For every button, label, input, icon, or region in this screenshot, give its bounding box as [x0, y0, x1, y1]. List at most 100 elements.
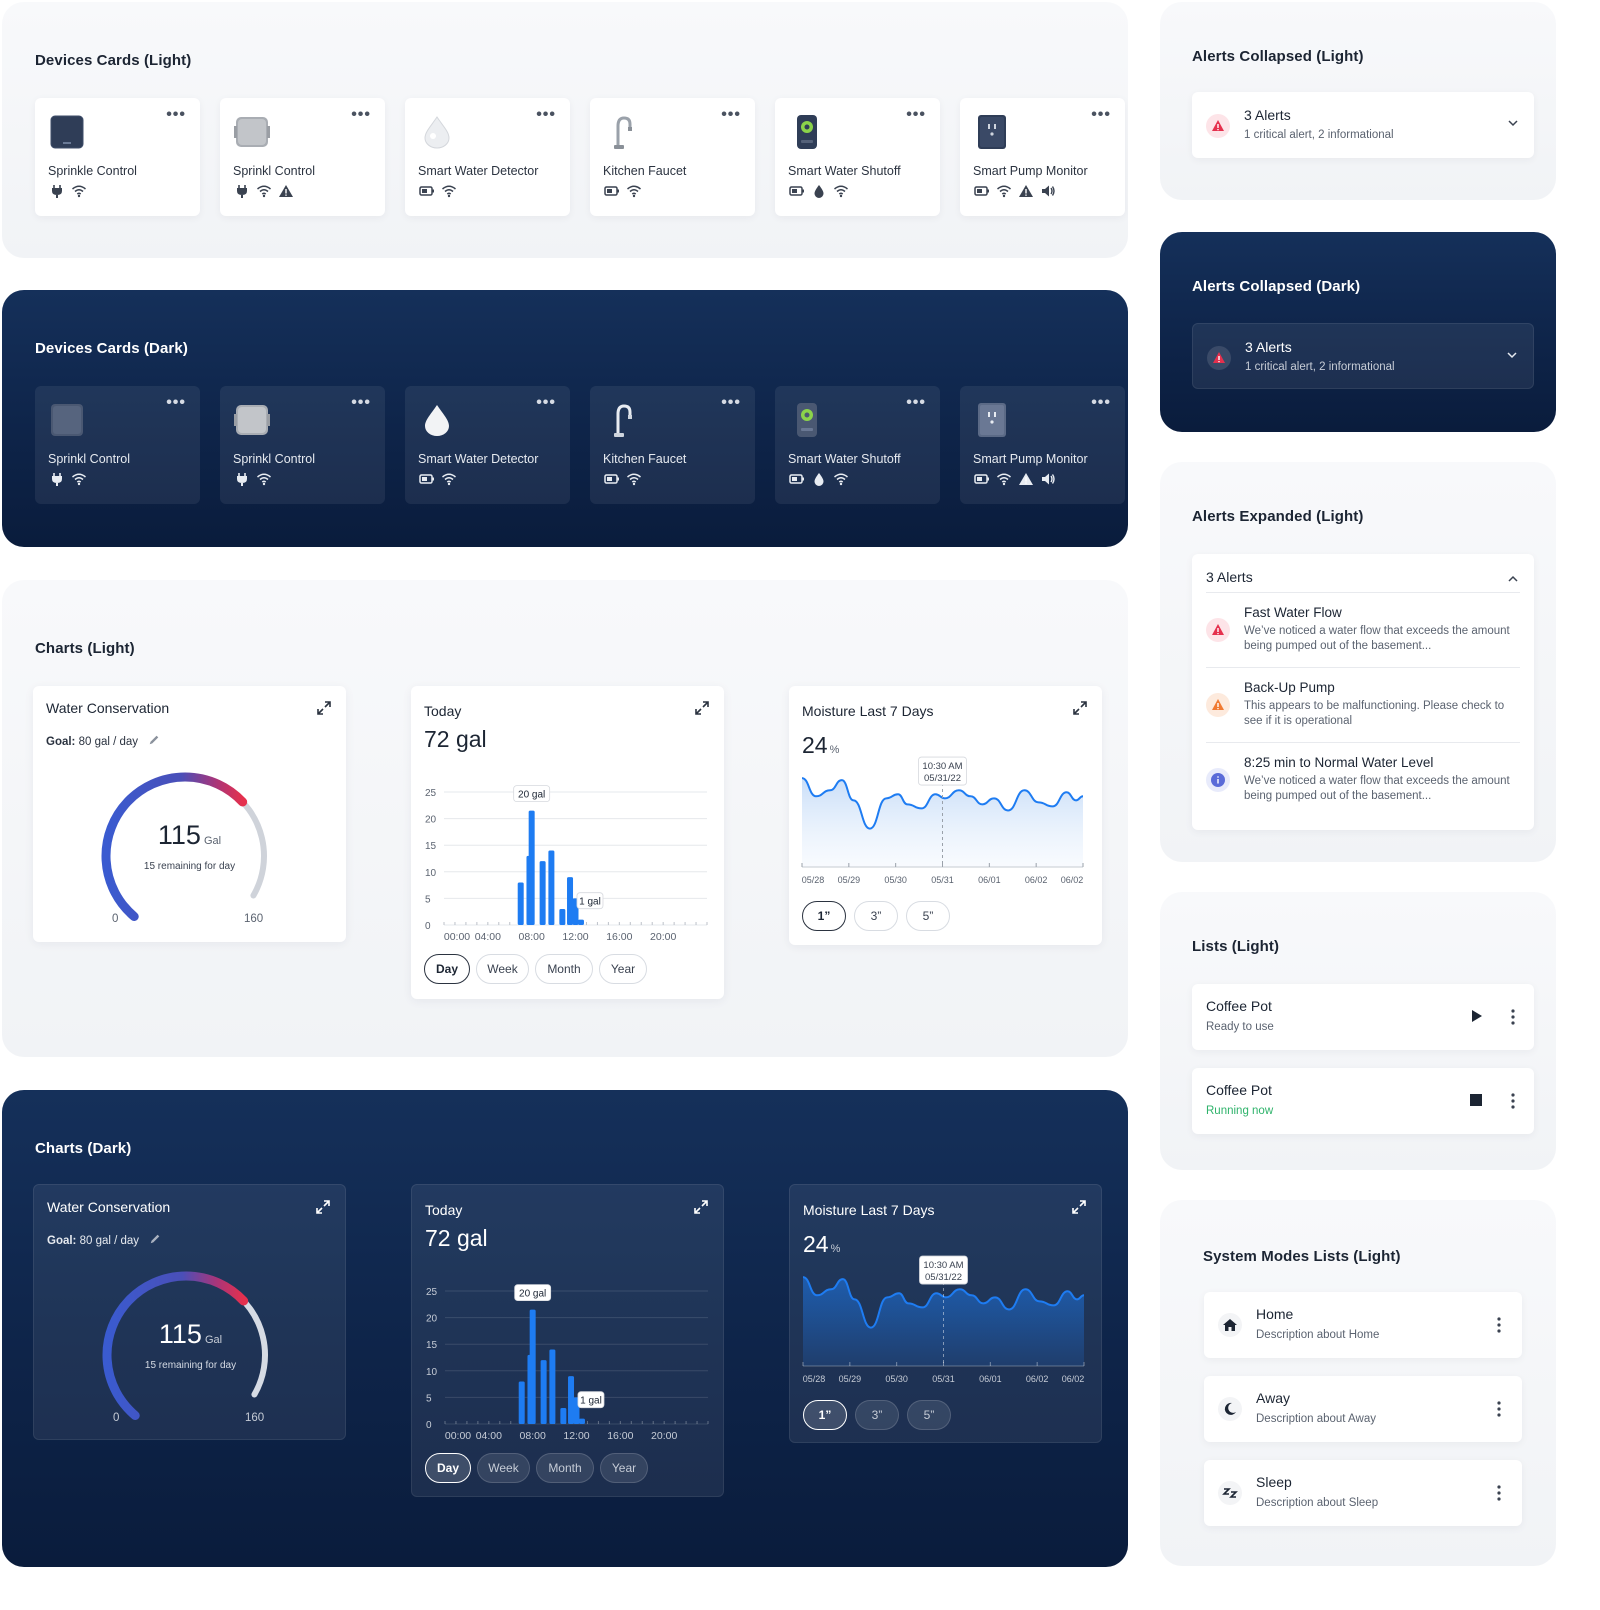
info-icon: [1206, 768, 1230, 792]
device-card[interactable]: ••• Kitchen Faucet: [590, 98, 755, 216]
bar: [539, 861, 546, 925]
device-status-icons: [974, 183, 1056, 199]
more-horizontal-icon[interactable]: •••: [906, 394, 926, 411]
chart-title: Water Conservation: [46, 700, 170, 716]
device-card[interactable]: ••• Sprinkl Control: [220, 98, 385, 216]
expand-icon[interactable]: [693, 1199, 709, 1215]
chart-title: Today: [425, 1202, 463, 1218]
alerts-collapsed-card[interactable]: 3 Alerts 1 critical alert, 2 information…: [1192, 92, 1534, 158]
today-usage-card: 0 5 10 15 20 25 00:00 04:00 08:00 12:00 16:00 20:00…: [411, 686, 724, 999]
more-horizontal-icon[interactable]: •••: [166, 106, 186, 123]
wifi-icon: [257, 473, 271, 486]
device-card[interactable]: ••• Smart Water Detector: [405, 386, 570, 504]
tab-year[interactable]: Year: [600, 1453, 648, 1483]
device-name: Smart Water Shutoff: [788, 164, 901, 178]
device-card-row: ••• Sprinkl Control ••• Sprinkl Control ••• S…: [35, 386, 1125, 504]
device-card[interactable]: ••• Smart Water Detector: [405, 98, 570, 216]
more-vertical-icon[interactable]: [1510, 1008, 1516, 1026]
stop-icon[interactable]: [1468, 1092, 1484, 1108]
data-label: 20 gal: [518, 790, 545, 801]
sprinkler-controller-dark-icon: [51, 404, 83, 436]
chevron-up-icon[interactable]: [1506, 572, 1520, 586]
play-icon[interactable]: [1468, 1008, 1484, 1024]
more-horizontal-icon[interactable]: •••: [351, 106, 371, 123]
more-horizontal-icon[interactable]: •••: [1091, 394, 1111, 411]
x-tick-label: 00:00: [444, 931, 470, 943]
tab-month[interactable]: Month: [536, 1453, 594, 1483]
mode-item-sleep[interactable]: Sleep Description about Sleep: [1204, 1460, 1522, 1526]
list-item[interactable]: Coffee Pot Ready to use: [1192, 984, 1534, 1050]
edit-icon[interactable]: [148, 734, 160, 746]
critical-alert-icon: [1207, 346, 1231, 370]
tab-week[interactable]: Week: [476, 954, 529, 984]
sprinkler-controller-gray-icon: [234, 117, 270, 147]
more-horizontal-icon[interactable]: •••: [166, 394, 186, 411]
device-card[interactable]: ••• Sprinkle Control: [35, 98, 200, 216]
tab-depth-5[interactable]: 5”: [907, 1400, 951, 1430]
device-card[interactable]: ••• Smart Pump Monitor: [960, 98, 1125, 216]
warning-icon: [279, 185, 293, 197]
device-card[interactable]: ••• Sprinkl Control: [35, 386, 200, 504]
mode-item-home[interactable]: Home Description about Home: [1204, 1292, 1522, 1358]
chevron-down-icon[interactable]: [1505, 348, 1519, 362]
alert-item[interactable]: Back-Up Pump This appears to be malfuncti…: [1206, 667, 1520, 743]
device-card[interactable]: ••• Smart Pump Monitor: [960, 386, 1125, 504]
tab-month[interactable]: Month: [535, 954, 593, 984]
more-vertical-icon[interactable]: [1496, 1400, 1502, 1418]
tab-day[interactable]: Day: [425, 1453, 471, 1483]
device-card[interactable]: ••• Smart Water Shutoff: [775, 98, 940, 216]
y-tick-label: 0: [425, 921, 431, 932]
edit-icon[interactable]: [149, 1233, 161, 1245]
alert-item[interactable]: Fast Water Flow We’ve noticed a water flo…: [1206, 592, 1520, 668]
x-tick-label: 06/01: [978, 875, 1001, 885]
bar: [549, 1349, 556, 1424]
tab-depth-3[interactable]: 3”: [854, 901, 898, 931]
wifi-icon: [442, 473, 456, 486]
alert-description: This appears to be malfunctioning. Pleas…: [1244, 700, 1505, 727]
more-vertical-icon[interactable]: [1510, 1092, 1516, 1110]
more-horizontal-icon[interactable]: •••: [351, 394, 371, 411]
y-tick-label: 20: [425, 815, 437, 826]
device-card[interactable]: ••• Sprinkl Control: [220, 386, 385, 504]
tab-depth-5[interactable]: 5”: [906, 901, 950, 931]
device-card[interactable]: ••• Kitchen Faucet: [590, 386, 755, 504]
gauge-number: 115: [157, 820, 201, 850]
sleep-icon: [1218, 1481, 1242, 1505]
alert-item[interactable]: 8:25 min to Normal Water Level We’ve noti…: [1206, 742, 1520, 818]
list-item[interactable]: Coffee Pot Running now: [1192, 1068, 1534, 1134]
gauge-min-label: 0: [112, 913, 119, 925]
sprinkler-controller-dark-icon: [50, 115, 84, 149]
more-horizontal-icon[interactable]: •••: [721, 394, 741, 411]
tab-depth-1[interactable]: 1”: [803, 1400, 847, 1430]
device-status-icons: [789, 183, 849, 199]
chevron-down-icon[interactable]: [1506, 116, 1520, 130]
more-vertical-icon[interactable]: [1496, 1316, 1502, 1334]
more-horizontal-icon[interactable]: •••: [906, 106, 926, 123]
mode-item-away[interactable]: Away Description about Away: [1204, 1376, 1522, 1442]
more-horizontal-icon[interactable]: •••: [721, 106, 741, 123]
expand-icon[interactable]: [1072, 700, 1088, 716]
expand-icon[interactable]: [315, 1199, 331, 1215]
tab-year[interactable]: Year: [599, 954, 647, 984]
tab-depth-1[interactable]: 1”: [802, 901, 846, 931]
water-drop-sensor-icon: [424, 116, 450, 149]
y-tick-label: 20: [426, 1314, 438, 1325]
more-horizontal-icon[interactable]: •••: [536, 394, 556, 411]
tooltip-date: 05/31/22: [925, 1272, 962, 1283]
tab-depth-3[interactable]: 3”: [855, 1400, 899, 1430]
expand-icon[interactable]: [694, 700, 710, 716]
more-horizontal-icon[interactable]: •••: [536, 106, 556, 123]
plug-icon: [237, 185, 247, 198]
more-vertical-icon[interactable]: [1496, 1484, 1502, 1502]
bar: [577, 919, 584, 925]
tab-day[interactable]: Day: [424, 954, 470, 984]
x-tick-label: 05/30: [885, 1374, 908, 1384]
expand-icon[interactable]: [316, 700, 332, 716]
device-card[interactable]: ••• Smart Water Shutoff: [775, 386, 940, 504]
chart-title: Water Conservation: [47, 1199, 171, 1215]
more-horizontal-icon[interactable]: •••: [1091, 106, 1111, 123]
alerts-collapsed-card[interactable]: 3 Alerts 1 critical alert, 2 information…: [1192, 323, 1534, 389]
tab-week[interactable]: Week: [477, 1453, 530, 1483]
battery-icon: [789, 474, 804, 484]
expand-icon[interactable]: [1071, 1199, 1087, 1215]
